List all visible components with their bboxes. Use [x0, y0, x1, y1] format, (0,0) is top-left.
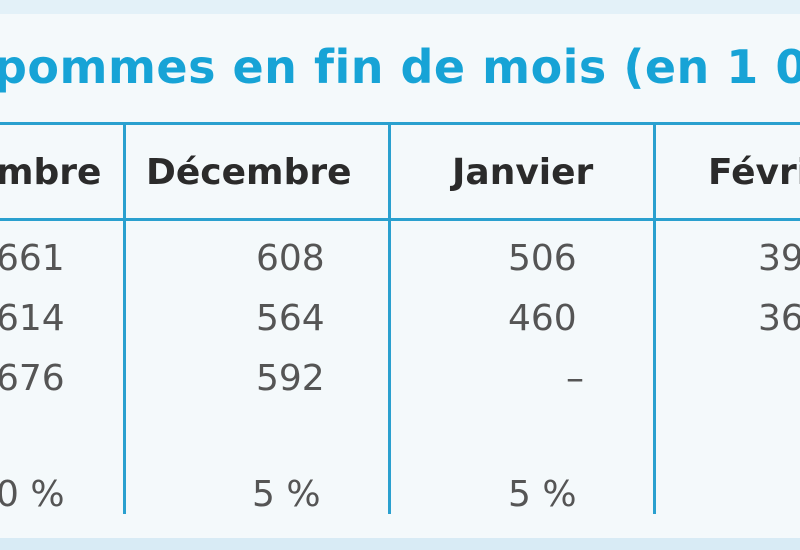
column-header: Févri — [708, 152, 800, 193]
table-cell: 614 — [0, 298, 65, 339]
table-cell: – — [566, 358, 584, 399]
table-cell: 0 % — [0, 474, 65, 515]
table-cell: 564 — [256, 298, 325, 339]
table-cell: 5 % — [508, 474, 577, 515]
column-divider — [653, 122, 656, 514]
bottom-band — [0, 538, 800, 550]
column-divider — [388, 122, 391, 514]
column-header: mbre — [0, 152, 102, 193]
table-cell: 36 — [758, 298, 800, 339]
table-top-rule — [0, 122, 800, 125]
table-title: pommes en fin de mois (en 1 000 — [0, 40, 800, 94]
column-header: Janvier — [452, 152, 594, 193]
table-cell: 592 — [256, 358, 325, 399]
table-header-rule — [0, 218, 800, 221]
table-cell: 460 — [508, 298, 577, 339]
table-cell: 661 — [0, 238, 65, 279]
table-cell: 5 % — [252, 474, 321, 515]
column-divider — [123, 122, 126, 514]
table-cell: 39 — [758, 238, 800, 279]
table-cell: 506 — [508, 238, 577, 279]
column-header: Décembre — [146, 152, 352, 193]
table-cell: 676 — [0, 358, 65, 399]
top-band — [0, 0, 800, 14]
table-cell: 608 — [256, 238, 325, 279]
